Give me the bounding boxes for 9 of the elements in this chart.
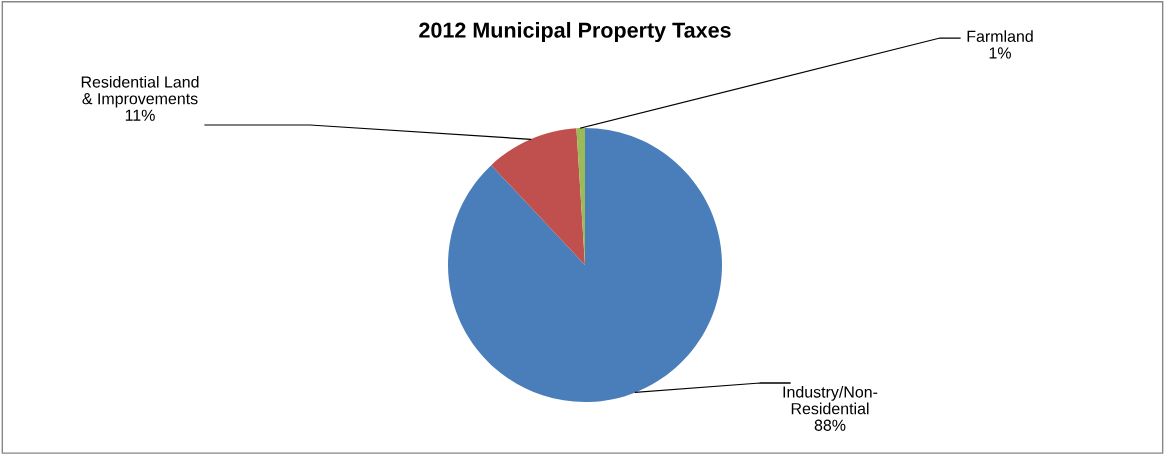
data-label: 11% [125, 109, 155, 121]
chart-title: 2012 Municipal Property Taxes [419, 21, 731, 43]
data-label: 88% [814, 419, 846, 431]
pie-slice [448, 128, 722, 402]
pie-slice [491, 128, 585, 265]
slice-label: Industry/Non-Residential [783, 385, 878, 415]
slice-label: Residential Land & Improvements [81, 75, 199, 108]
slice-label: Farmland [967, 30, 1033, 42]
data-label: 1% [989, 47, 1011, 59]
